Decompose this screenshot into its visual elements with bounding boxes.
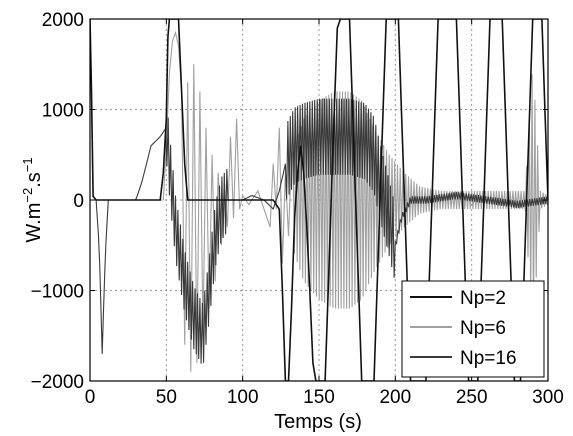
y-axis-title: W.m−2.s−1 <box>20 157 45 242</box>
legend-label-np2: Np=2 <box>460 288 506 309</box>
x-tick-label: 50 <box>156 387 177 408</box>
series-np6-line <box>90 19 548 372</box>
series-layer <box>90 19 548 381</box>
x-tick-label: 200 <box>379 387 411 408</box>
y-axis-title-main: W.m <box>23 203 45 243</box>
series-np2-line <box>90 19 548 381</box>
x-tick-label: 0 <box>85 387 96 408</box>
y-tick-label: 1000 <box>42 101 84 122</box>
series-np16-line <box>90 98 548 364</box>
legend-label-np6: Np=6 <box>460 318 506 339</box>
y-tick-label: 0 <box>73 191 84 212</box>
y-axis-title-exp1: −2 <box>20 188 35 203</box>
x-tick-label: 250 <box>456 387 488 408</box>
legend: Np=2 Np=6 Np=16 <box>401 280 545 378</box>
legend-label-np16: Np=16 <box>460 348 517 369</box>
y-axis-title-mid: .s <box>23 172 45 188</box>
y-tick-label: 2000 <box>42 10 84 31</box>
y-tick-label: −2000 <box>31 372 84 393</box>
tick-labels: 0 50 100 150 200 250 300 −2000 −1000 0 1000 2000 <box>31 10 564 408</box>
x-axis-title: Temps (s) <box>274 411 362 433</box>
x-tick-label: 150 <box>303 387 335 408</box>
x-tick-label: 100 <box>227 387 259 408</box>
plot-area <box>90 19 548 381</box>
y-tick-label: −1000 <box>31 282 84 303</box>
y-axis-title-exp2: −1 <box>20 157 35 172</box>
x-tick-label: 300 <box>532 387 564 408</box>
